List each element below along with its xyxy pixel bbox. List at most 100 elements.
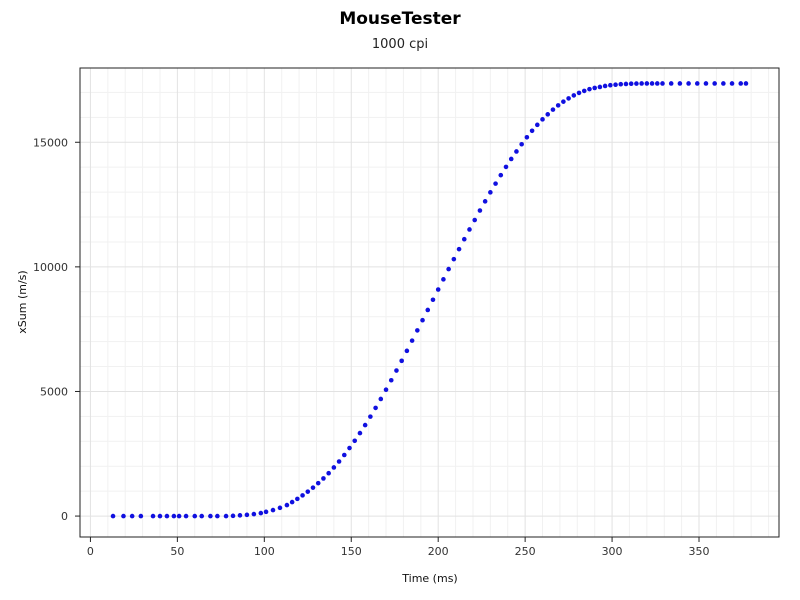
data-point bbox=[183, 513, 189, 519]
data-point bbox=[199, 513, 205, 519]
data-point bbox=[399, 358, 404, 364]
data-point bbox=[677, 81, 683, 86]
data-point bbox=[712, 81, 717, 86]
data-point bbox=[192, 513, 198, 519]
data-point bbox=[608, 82, 613, 88]
data-point bbox=[215, 513, 220, 519]
data-point bbox=[388, 377, 394, 383]
data-point bbox=[373, 405, 378, 411]
data-point bbox=[571, 93, 577, 98]
data-point bbox=[258, 510, 264, 516]
data-point bbox=[660, 81, 665, 86]
data-point bbox=[425, 307, 431, 313]
data-point bbox=[493, 181, 498, 186]
y-tick-label: 10000 bbox=[33, 261, 68, 274]
data-point bbox=[430, 297, 436, 303]
data-point bbox=[441, 277, 446, 282]
data-point bbox=[634, 81, 639, 86]
data-point bbox=[263, 509, 269, 515]
data-point bbox=[110, 513, 116, 519]
data-point bbox=[347, 445, 352, 451]
data-point bbox=[668, 81, 674, 86]
data-point bbox=[121, 513, 126, 519]
data-point bbox=[277, 505, 283, 511]
data-point bbox=[129, 513, 135, 519]
data-point bbox=[368, 414, 373, 419]
data-point bbox=[618, 81, 624, 87]
data-point bbox=[686, 81, 691, 86]
chart-subtitle: 1000 cpi bbox=[371, 37, 429, 52]
x-tick-label: 50 bbox=[170, 545, 184, 558]
data-point bbox=[415, 328, 420, 333]
data-point bbox=[576, 90, 582, 96]
data-point bbox=[420, 317, 425, 323]
x-axis: 0 50 100 150 200 250 300 350 bbox=[87, 537, 710, 558]
data-point bbox=[331, 465, 337, 470]
minor-gridlines bbox=[80, 68, 779, 537]
y-tick-label: 0 bbox=[61, 510, 68, 523]
data-point bbox=[639, 81, 644, 86]
data-series bbox=[110, 81, 749, 519]
data-point bbox=[545, 112, 551, 117]
data-point bbox=[336, 459, 342, 464]
data-point bbox=[535, 122, 540, 128]
data-point bbox=[472, 217, 478, 223]
data-point bbox=[409, 338, 415, 343]
data-point bbox=[208, 513, 213, 519]
data-point bbox=[628, 81, 634, 86]
data-point bbox=[703, 81, 709, 86]
data-point bbox=[550, 107, 556, 112]
data-point bbox=[341, 452, 347, 458]
data-point bbox=[435, 287, 441, 292]
data-point bbox=[251, 511, 257, 517]
data-point bbox=[164, 513, 170, 519]
data-point bbox=[743, 81, 749, 86]
data-point bbox=[613, 82, 618, 87]
data-point bbox=[649, 81, 655, 86]
data-point bbox=[581, 88, 587, 94]
data-point bbox=[529, 128, 535, 134]
x-tick-label: 350 bbox=[689, 545, 710, 558]
data-point bbox=[602, 83, 608, 89]
x-tick-label: 200 bbox=[428, 545, 449, 558]
data-point bbox=[326, 470, 331, 476]
data-point bbox=[404, 348, 410, 354]
data-point bbox=[171, 513, 177, 519]
data-point bbox=[295, 496, 300, 502]
data-point bbox=[729, 81, 735, 86]
data-point bbox=[321, 476, 326, 481]
data-point bbox=[498, 172, 504, 178]
data-point bbox=[223, 513, 229, 519]
chart-title: MouseTester bbox=[339, 9, 461, 29]
data-point bbox=[467, 227, 472, 232]
data-point bbox=[383, 387, 389, 393]
x-axis-title: Time (ms) bbox=[401, 572, 457, 585]
data-point bbox=[305, 489, 311, 494]
data-point bbox=[230, 513, 236, 519]
data-point bbox=[644, 81, 650, 86]
data-point bbox=[540, 117, 545, 122]
x-tick-label: 150 bbox=[341, 545, 362, 558]
x-tick-label: 0 bbox=[87, 545, 94, 558]
data-point bbox=[289, 499, 295, 505]
data-point bbox=[138, 513, 144, 519]
data-point bbox=[451, 256, 457, 262]
data-point bbox=[157, 513, 163, 519]
data-point bbox=[310, 485, 316, 490]
data-point bbox=[694, 81, 700, 86]
data-point bbox=[461, 236, 467, 242]
data-point bbox=[446, 266, 451, 272]
data-point bbox=[721, 81, 726, 86]
data-point bbox=[378, 396, 384, 402]
data-point bbox=[176, 513, 182, 519]
data-point bbox=[352, 438, 358, 444]
y-tick-label: 5000 bbox=[40, 385, 68, 398]
data-point bbox=[597, 84, 603, 90]
data-point bbox=[150, 513, 156, 519]
data-point bbox=[623, 81, 629, 87]
data-point bbox=[488, 190, 493, 195]
data-point bbox=[587, 86, 592, 92]
data-point bbox=[738, 81, 744, 86]
data-point bbox=[514, 149, 519, 154]
